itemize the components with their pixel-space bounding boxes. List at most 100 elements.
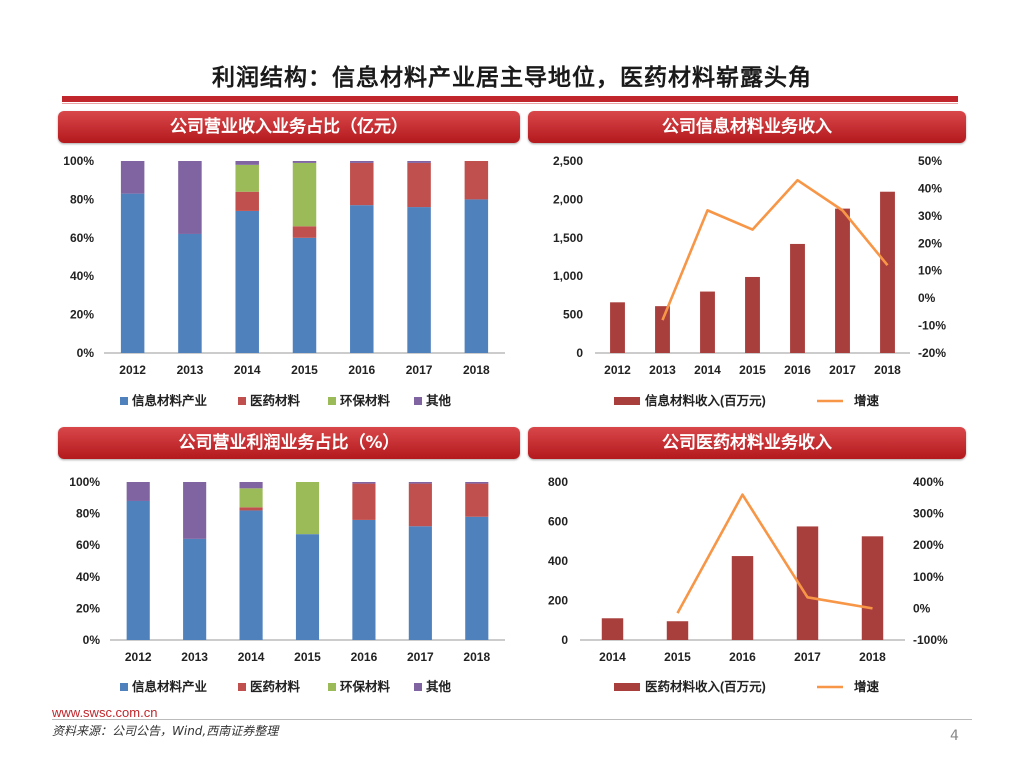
- source-note: 资料来源：公司公告，Wind,西南证券整理: [52, 724, 279, 738]
- bar-segment: [239, 507, 263, 511]
- x-tick-label: 2018: [859, 650, 886, 664]
- x-tick-label: 2015: [294, 650, 321, 664]
- y-left-tick-label: 2,500: [553, 154, 583, 168]
- x-tick-label: 2014: [599, 650, 626, 664]
- title-rule-thin: [62, 103, 958, 104]
- bar: [610, 302, 625, 353]
- legend-label: 医药材料: [250, 679, 301, 694]
- bar-segment: [239, 510, 263, 640]
- bar-segment: [407, 207, 431, 353]
- y-left-tick-label: 0: [561, 633, 568, 647]
- y-right-tick-label: 30%: [918, 209, 942, 223]
- y-tick-label: 40%: [70, 269, 94, 283]
- bar-segment: [464, 199, 489, 353]
- y-left-tick-label: 400: [548, 554, 568, 568]
- bar: [655, 306, 670, 353]
- legend-swatch: [120, 683, 128, 691]
- footer-rule: [52, 719, 972, 720]
- bar-segment: [352, 483, 376, 520]
- legend-swatch: [328, 397, 336, 405]
- y-right-tick-label: 0%: [918, 291, 936, 305]
- legend-swatch: [414, 397, 422, 405]
- bar-segment: [352, 482, 376, 484]
- y-tick-label: 40%: [76, 570, 100, 584]
- bar-segment: [407, 161, 431, 163]
- y-right-tick-label: 200%: [913, 538, 944, 552]
- bar-segment: [292, 161, 317, 163]
- panel-header-profit-share: 公司营业利润业务占比（%）: [58, 427, 520, 459]
- y-right-tick-label: 100%: [913, 570, 944, 584]
- y-right-tick-label: 40%: [918, 181, 942, 195]
- bar-segment: [235, 210, 259, 353]
- y-tick-label: 60%: [76, 538, 100, 552]
- x-tick-label: 2014: [238, 650, 265, 664]
- legend-swatch: [238, 683, 246, 691]
- title-rule: [62, 96, 958, 102]
- y-tick-label: 20%: [76, 601, 100, 615]
- bar-segment: [235, 164, 259, 192]
- y-left-tick-label: 200: [548, 594, 568, 608]
- legend-label: 其他: [426, 393, 452, 408]
- legend-label: 信息材料产业: [132, 679, 208, 694]
- bar: [790, 243, 805, 353]
- bar-segment: [465, 482, 489, 484]
- y-left-tick-label: 2,000: [553, 192, 583, 206]
- y-tick-label: 60%: [70, 231, 94, 245]
- x-tick-label: 2017: [794, 650, 821, 664]
- legend-swatch: [238, 397, 246, 405]
- y-left-tick-label: 1,000: [553, 269, 583, 283]
- bar-segment: [292, 237, 317, 353]
- bar-segment: [350, 205, 374, 353]
- y-tick-label: 100%: [69, 475, 100, 489]
- bar-segment: [178, 233, 202, 353]
- bar: [835, 208, 850, 353]
- bar-segment: [408, 483, 432, 527]
- bar-segment: [295, 534, 320, 640]
- y-right-tick-label: -100%: [913, 633, 948, 647]
- legend-label: 环保材料: [340, 393, 391, 408]
- x-tick-label: 2015: [291, 363, 318, 377]
- x-tick-label: 2018: [463, 650, 490, 664]
- y-tick-label: 20%: [70, 308, 94, 322]
- bar: [745, 276, 760, 353]
- bar-segment: [465, 516, 489, 640]
- panel-header-pharma-revenue: 公司医药材料业务收入: [528, 427, 966, 459]
- bar-segment: [407, 162, 431, 208]
- bar: [601, 618, 624, 640]
- bar-segment: [350, 162, 374, 206]
- x-tick-label: 2016: [348, 363, 375, 377]
- bar: [880, 191, 895, 353]
- slide-title: 利润结构：信息材料产业居主导地位，医药材料崭露头角: [212, 65, 812, 91]
- y-tick-label: 0%: [83, 633, 101, 647]
- legend-label: 环保材料: [340, 679, 391, 694]
- y-right-tick-label: 10%: [918, 264, 942, 278]
- x-tick-label: 2017: [407, 650, 434, 664]
- bar-segment: [126, 482, 150, 501]
- x-tick-label: 2013: [649, 363, 676, 377]
- bar-segment: [295, 482, 320, 535]
- x-tick-label: 2013: [177, 363, 204, 377]
- x-tick-label: 2018: [463, 363, 490, 377]
- y-tick-label: 0%: [77, 346, 95, 360]
- bar-segment: [235, 161, 259, 165]
- y-right-tick-label: -20%: [918, 346, 946, 360]
- bar-segment: [178, 161, 202, 234]
- y-right-tick-label: 300%: [913, 507, 944, 521]
- legend-swatch: [120, 397, 128, 405]
- y-tick-label: 100%: [63, 154, 94, 168]
- x-tick-label: 2017: [829, 363, 856, 377]
- bar: [700, 291, 715, 353]
- legend-swatch-bar: [614, 397, 640, 405]
- legend-label: 其他: [426, 679, 452, 694]
- bar-segment: [292, 226, 317, 238]
- legend-label: 信息材料产业: [132, 393, 208, 408]
- x-tick-label: 2014: [234, 363, 261, 377]
- bar-segment: [183, 482, 207, 539]
- y-left-tick-label: 500: [563, 308, 583, 322]
- bar-segment: [126, 500, 150, 640]
- site-url[interactable]: www.swsc.com.cn: [52, 705, 158, 720]
- y-left-tick-label: 600: [548, 515, 568, 529]
- y-left-tick-label: 800: [548, 475, 568, 489]
